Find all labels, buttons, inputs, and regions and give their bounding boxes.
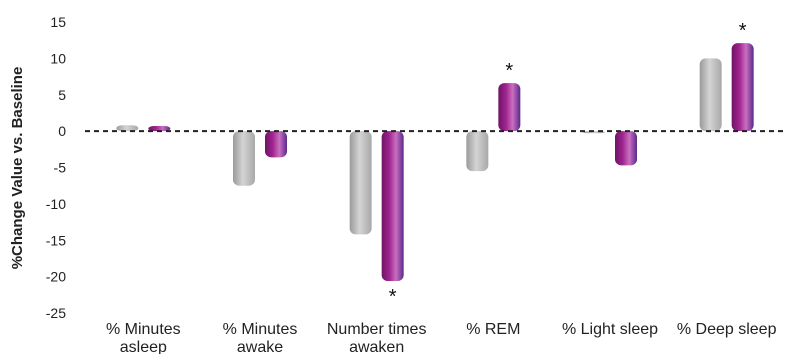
category-labels: % Minutes asleep % Minutes awake Number time… xyxy=(106,321,777,354)
bar xyxy=(699,58,722,132)
bar xyxy=(349,131,372,235)
bar xyxy=(381,131,404,281)
category-label: % Minutes awake xyxy=(223,321,298,354)
y-tick-label: -5 xyxy=(54,160,67,176)
y-tick-label: 5 xyxy=(58,87,66,103)
bar xyxy=(148,126,171,132)
category-label: % REM xyxy=(466,321,520,338)
category-label: % Minutes asleep xyxy=(106,321,181,354)
bar xyxy=(615,131,637,166)
y-tick-label: -15 xyxy=(46,232,66,248)
bar xyxy=(233,131,255,186)
y-tick-label: 10 xyxy=(50,50,66,66)
bars xyxy=(116,43,754,281)
bar xyxy=(731,43,754,132)
bar xyxy=(466,131,489,172)
category-label: Number times awaken xyxy=(327,321,427,354)
significance-marker: * xyxy=(739,20,747,42)
significance-marker: * xyxy=(505,60,513,82)
category-label: % Light sleep xyxy=(562,321,658,338)
significance-marker: * xyxy=(389,286,397,308)
y-tick-label: -10 xyxy=(46,196,66,212)
bar xyxy=(265,131,287,158)
category-label: % Deep sleep xyxy=(677,321,777,338)
y-axis: 15 10 5 0 -5 -10 -15 -20 -25 xyxy=(46,14,66,321)
y-axis-label: %Change Value vs. Baseline xyxy=(9,67,26,270)
annotations: * * * xyxy=(389,20,747,308)
y-tick-label: -25 xyxy=(46,305,66,321)
y-tick-label: 15 xyxy=(50,14,66,30)
bar xyxy=(116,125,139,132)
y-tick-label: -20 xyxy=(46,269,66,285)
bar xyxy=(498,83,521,132)
y-tick-label: 0 xyxy=(58,123,66,139)
